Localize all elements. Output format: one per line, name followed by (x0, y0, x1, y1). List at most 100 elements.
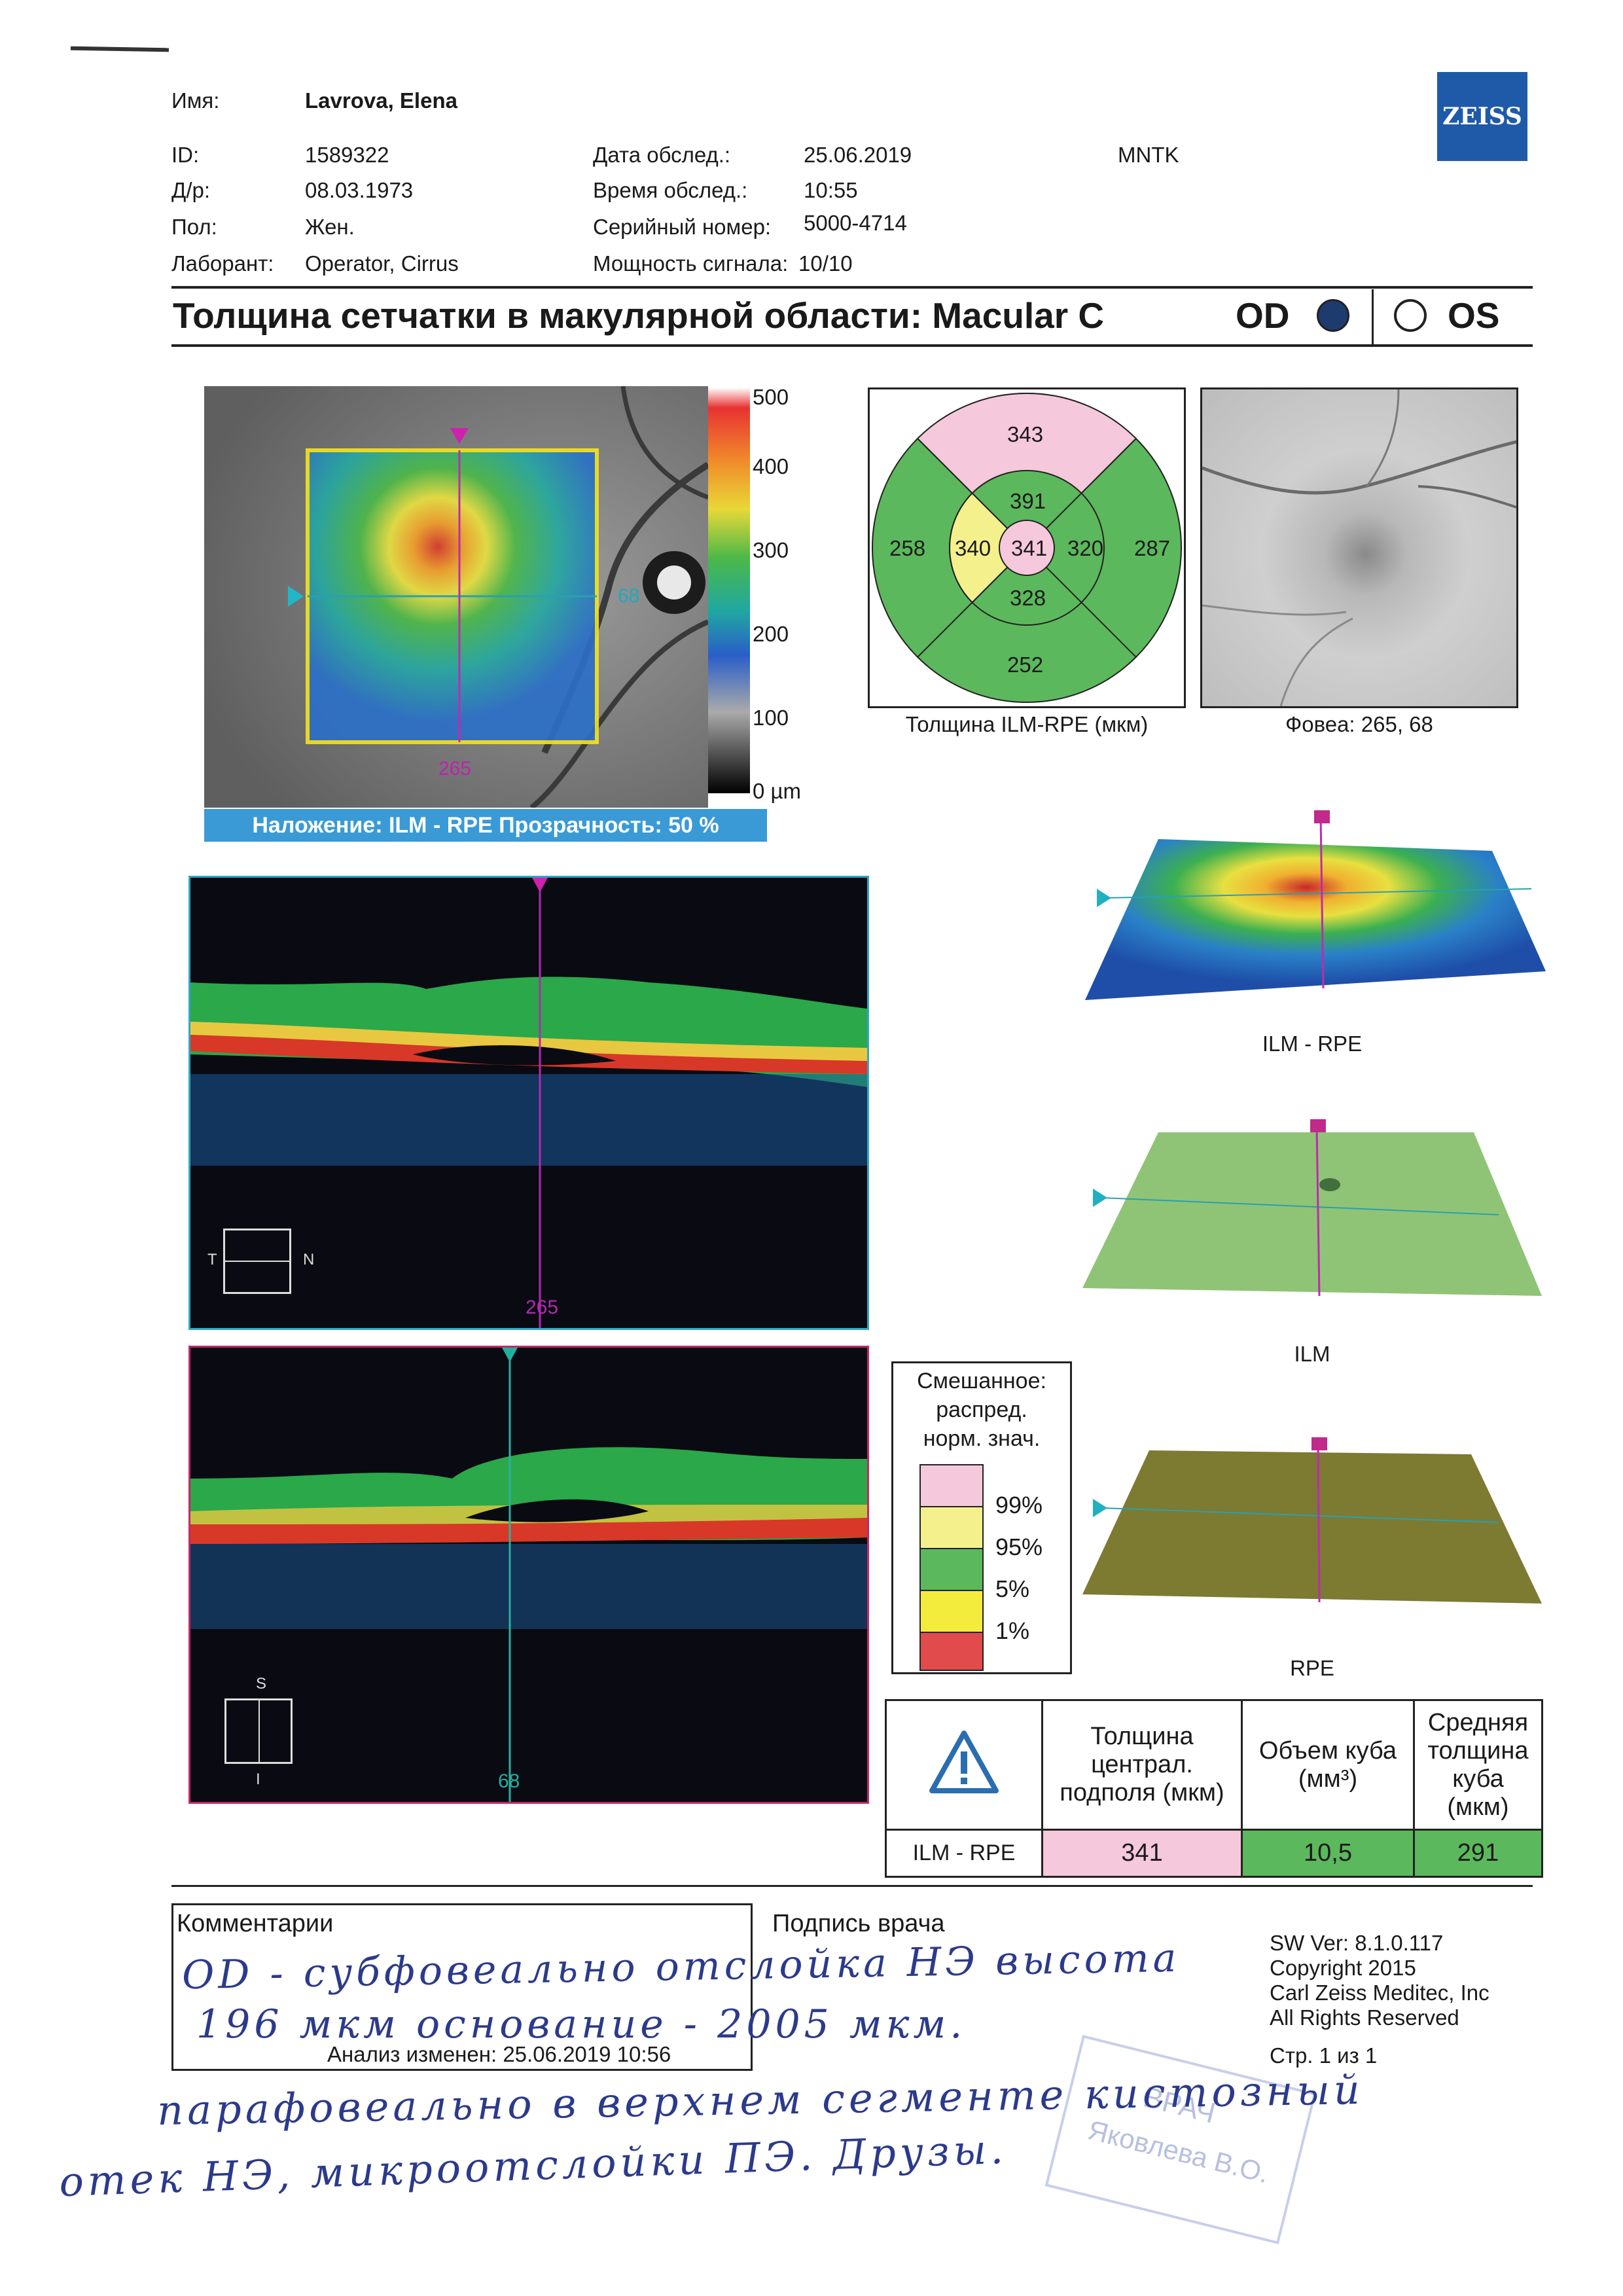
exam-date-label: Дата обслед.: (593, 143, 731, 167)
comments-label: Комментарии (177, 1910, 334, 1937)
scale-label-400: 400 (753, 454, 789, 478)
v-marker-arrow (450, 428, 469, 444)
etdrs-outer-inferior: 252 (1007, 653, 1044, 677)
scale-label-0: 0 µm (753, 779, 802, 803)
etdrs-inner-nasal: 320 (1067, 536, 1104, 560)
page-title: Толщина сетчатки в макулярной области: M… (173, 295, 1105, 336)
legend-title-2: распред. (936, 1397, 1027, 1422)
dob-label: Д/р: (171, 178, 211, 202)
legend-swatch-1 (919, 1590, 984, 1633)
legend-label-99: 99% (995, 1492, 1043, 1518)
rights: All Rights Reserved (1270, 2005, 1459, 2030)
zeiss-logo: ZEISS (1437, 72, 1527, 161)
etdrs-outer-nasal: 287 (1134, 536, 1171, 560)
surface-rpe-label: RPE (1290, 1656, 1334, 1680)
company: Carl Zeiss Meditec, Inc (1270, 1981, 1489, 2005)
normative-legend: Смешанное: распред. норм. знач. 99% 95% … (891, 1361, 1072, 1674)
legend-title-3: норм. знач. (923, 1426, 1041, 1451)
sw-version: SW Ver: 8.1.0.117 (1270, 1931, 1444, 1955)
scale-label-300: 300 (753, 538, 789, 562)
legend-swatch-95 (919, 1506, 984, 1549)
dob-value: 08.03.1973 (305, 178, 414, 202)
h-marker-label: 68 (618, 585, 640, 607)
bscan1-marker-label: 265 (526, 1297, 559, 1318)
signal-label: Мощность сигнала: (593, 251, 789, 276)
col-cube-volume: Объем куба (мм³) (1241, 1699, 1415, 1831)
bscan2-marker-label: 68 (498, 1770, 520, 1792)
v-marker-label: 265 (438, 758, 472, 780)
overlay-caption: Наложение: ILM - RPE Прозрачность: 50 % (204, 809, 767, 842)
scale-label-200: 200 (753, 622, 789, 646)
title-rule-top (171, 286, 1533, 289)
fovea-caption: Фовеа: 265, 68 (1285, 712, 1433, 736)
row-label-ilm-rpe: ILM - RPE (885, 1829, 1043, 1878)
bscan2-axis-bottom: I (256, 1770, 260, 1788)
eye-os-label: OS (1448, 295, 1500, 336)
eye-divider (1372, 289, 1374, 346)
footer-rule (171, 1885, 1533, 1887)
thickness-color-scale (708, 387, 750, 793)
exam-date-value: 25.06.2019 (804, 143, 912, 167)
id-value: 1589322 (305, 143, 389, 167)
exam-time-label: Время обслед.: (593, 178, 748, 202)
eye-od-label: OD (1236, 295, 1290, 336)
pen-mark (70, 46, 169, 52)
clinic-name: MNTK (1118, 143, 1179, 167)
warning-cell (885, 1699, 1043, 1831)
legend-label-1: 1% (995, 1617, 1030, 1644)
h-marker-arrow (288, 586, 304, 607)
value-cube-avg-thickness: 291 (1413, 1829, 1543, 1878)
serial-value: 5000-4714 (804, 211, 907, 235)
col-central-subfield: Толщина централ. подполя (мкм) (1041, 1699, 1243, 1831)
surface-rpe[interactable] (1073, 1431, 1551, 1627)
etdrs-caption: Толщина ILM-RPE (мкм) (905, 712, 1149, 736)
name-label: Имя: (171, 88, 220, 113)
sex-value: Жен. (305, 215, 355, 239)
bscan1-axis-right: N (303, 1251, 315, 1268)
scale-label-100: 100 (753, 706, 789, 730)
signature-label: Подпись врача (772, 1910, 945, 1937)
surface-ilm-rpe[interactable] (1073, 804, 1551, 1009)
bscan-horizontal[interactable]: T N 265 (188, 876, 869, 1330)
legend-swatch-5 (919, 1548, 984, 1591)
serial-label: Серийный номер: (593, 215, 772, 239)
legend-label-5: 5% (995, 1575, 1030, 1602)
etdrs-outer-temporal: 258 (889, 536, 926, 560)
signal-value: 10/10 (798, 251, 853, 276)
surface-ilm[interactable] (1073, 1113, 1551, 1309)
bscan2-axis-top: S (256, 1675, 267, 1693)
etdrs-outer-superior: 343 (1007, 422, 1044, 446)
analysis-changed: Анализ изменен: 25.06.2019 10:56 (327, 2042, 671, 2066)
page-number: Стр. 1 из 1 (1270, 2043, 1378, 2068)
legend-swatch-below (919, 1632, 984, 1671)
bscan-vertical[interactable]: S I 68 (188, 1346, 869, 1804)
etdrs-grid-panel: 343 391 341 340 320 258 287 328 252 (868, 387, 1186, 708)
col-cube-avg-thickness: Средняя толщина куба (мкм) (1413, 1699, 1543, 1831)
title-rule-bottom (171, 344, 1533, 347)
bscan2-orientation-icon (224, 1698, 293, 1764)
eye-od-radio[interactable] (1317, 299, 1349, 332)
handwriting-line-4: отек НЭ, микроотслойки ПЭ. Друзы. (58, 2125, 1008, 2206)
fundus-image[interactable] (1200, 387, 1518, 708)
legend-label-95: 95% (995, 1534, 1043, 1560)
handwriting-line-2: 196 мкм основание - 2005 мкм. (196, 2001, 967, 2047)
etdrs-center: 341 (1011, 536, 1048, 560)
eye-os-radio[interactable] (1394, 299, 1427, 332)
scale-label-500: 500 (753, 385, 789, 409)
thickness-map-panel[interactable]: 68 265 (204, 386, 708, 808)
tech-value: Operator, Cirrus (305, 251, 459, 276)
etdrs-inner-inferior: 328 (1010, 586, 1046, 610)
results-table: Толщина централ. подполя (мкм) Объем куб… (885, 1699, 1543, 1878)
surface-ilm-label: ILM (1294, 1342, 1330, 1366)
value-central-subfield: 341 (1041, 1829, 1243, 1878)
sex-label: Пол: (171, 215, 217, 239)
copyright: Copyright 2015 (1270, 1956, 1416, 1980)
value-cube-volume: 10,5 (1241, 1829, 1415, 1878)
legend-title-1: Смешанное: (917, 1369, 1046, 1393)
legend-swatch-99 (919, 1464, 984, 1507)
bscan1-orientation-icon (223, 1229, 291, 1294)
bscan1-axis-left: T (207, 1251, 217, 1268)
warning-icon (929, 1730, 999, 1793)
tech-label: Лаборант: (171, 251, 274, 276)
comments-box[interactable] (171, 1903, 753, 2071)
